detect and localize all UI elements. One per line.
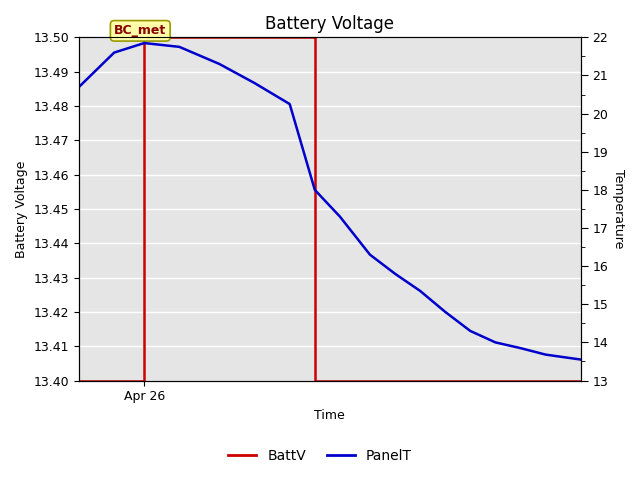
PanelT [216,61,223,67]
PanelT [251,80,259,86]
BattV [311,35,319,40]
PanelT [516,345,524,351]
BattV [140,35,148,40]
Line: PanelT: PanelT [79,43,580,360]
PanelT [175,44,183,50]
BattV [577,378,584,384]
PanelT [336,214,344,219]
PanelT [311,187,319,193]
PanelT [75,84,83,90]
PanelT [467,328,474,334]
BattV [311,378,319,384]
BattV [140,378,148,384]
Y-axis label: Battery Voltage: Battery Voltage [15,160,28,258]
PanelT [110,50,118,56]
X-axis label: Time: Time [314,409,345,422]
Legend: BattV, PanelT: BattV, PanelT [223,443,417,468]
PanelT [366,252,374,258]
PanelT [391,271,399,276]
BattV [75,378,83,384]
PanelT [577,357,584,362]
Title: Battery Voltage: Battery Voltage [266,15,394,33]
PanelT [442,309,449,315]
PanelT [541,352,549,358]
Text: BC_met: BC_met [114,24,166,37]
PanelT [286,101,294,107]
PanelT [416,288,424,294]
PanelT [492,339,499,345]
Y-axis label: Temperature: Temperature [612,169,625,249]
Line: BattV: BattV [79,37,580,381]
PanelT [140,40,148,46]
